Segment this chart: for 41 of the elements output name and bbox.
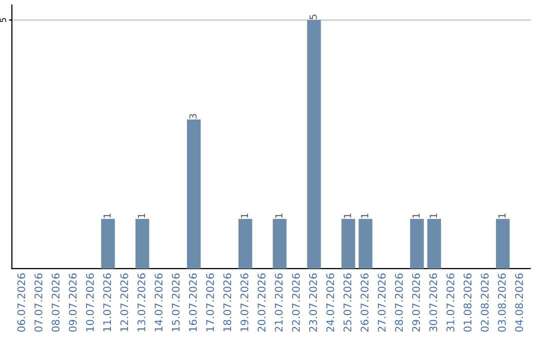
data-label: 1 — [430, 214, 437, 218]
x-tick-label: 11.07.2026 — [103, 273, 112, 332]
x-tick-label: 20.07.2026 — [258, 273, 266, 332]
x-tick-label: 10.07.2026 — [86, 273, 94, 332]
x-tick-label: 04.08.2026 — [515, 273, 524, 332]
x-tick-label: 25.07.2026 — [343, 273, 352, 332]
x-tick-label: 24.07.2026 — [326, 273, 334, 332]
x-tick-label: 14.07.2026 — [154, 273, 163, 332]
x-tick-label: 03.08.2026 — [498, 273, 506, 332]
x-tick-label: 30.07.2026 — [429, 273, 438, 332]
x-tick-label: 06.07.2026 — [17, 273, 26, 332]
x-tick-label: 26.07.2026 — [360, 273, 369, 332]
x-tick-label: 09.07.2026 — [68, 273, 77, 332]
data-label: 1 — [240, 214, 248, 218]
x-tick-label: 22.07.2026 — [292, 273, 300, 332]
data-label: 1 — [498, 214, 506, 218]
x-tick-label: 15.07.2026 — [172, 273, 180, 332]
data-label: 1 — [361, 214, 368, 218]
x-tick-label: 16.07.2026 — [188, 273, 197, 332]
x-tick-label: 08.07.2026 — [52, 273, 60, 332]
x-tick-label: 01.08.2026 — [464, 273, 472, 332]
data-label: 1 — [104, 214, 111, 218]
x-tick-label: 13.07.2026 — [137, 273, 146, 332]
x-tick-label: 19.07.2026 — [240, 273, 248, 332]
data-label: 1 — [275, 214, 282, 218]
x-tick-label: 21.07.2026 — [274, 273, 283, 332]
data-label: 1 — [138, 214, 146, 218]
data-label: 3 — [189, 114, 197, 119]
x-tick-label: 23.07.2026 — [309, 273, 318, 332]
x-tick-label: 02.08.2026 — [480, 273, 489, 332]
x-tick-label: 18.07.2026 — [223, 273, 232, 332]
x-tick-label: 07.07.2026 — [34, 273, 42, 332]
x-tick-label: 28.07.2026 — [394, 273, 403, 332]
data-label: 1 — [412, 214, 420, 218]
x-tick-label: 27.07.2026 — [378, 273, 386, 332]
x-tick-label: 17.07.2026 — [206, 273, 214, 332]
data-label: 5 — [310, 14, 317, 20]
data-label: 1 — [344, 214, 352, 218]
x-tick-label: 12.07.2026 — [120, 273, 128, 332]
x-tick-label: 31.07.2026 — [446, 273, 454, 332]
x-tick-label: 29.07.2026 — [412, 273, 420, 332]
